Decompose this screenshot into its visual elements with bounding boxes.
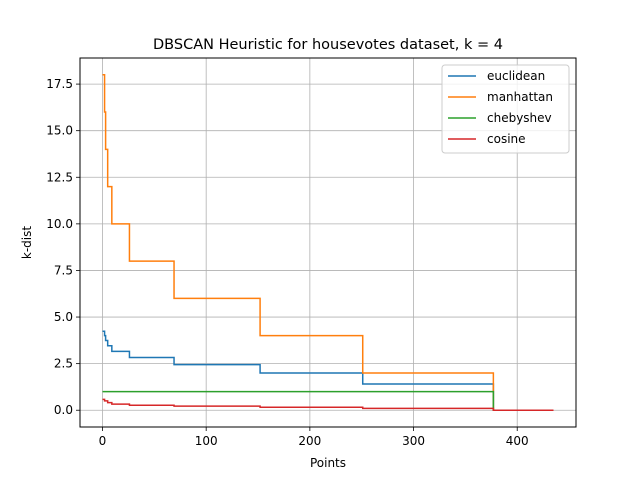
ticks: 0 100 200 300 400 0.0 2.5 5.0 7.5 10.0 12.5 15.0 17.… xyxy=(46,77,528,448)
legend-box xyxy=(441,64,570,154)
x-tick-label: 0 xyxy=(99,434,107,448)
y-tick-label: 7.5 xyxy=(54,263,73,277)
series-line-cosine xyxy=(102,398,554,411)
x-axis-label: Points xyxy=(310,456,346,470)
plot-frame xyxy=(79,57,577,428)
y-tick-label: 10.0 xyxy=(46,217,73,231)
x-tick-label: 400 xyxy=(506,434,529,448)
x-tick-label: 200 xyxy=(298,434,321,448)
y-tick-label: 17.5 xyxy=(46,77,73,91)
x-tick-label: 300 xyxy=(402,434,425,448)
series-lines xyxy=(102,74,554,411)
series-line-manhattan xyxy=(102,74,554,411)
legend-label-euclidean: euclidean xyxy=(487,69,545,83)
x-tick-label: 100 xyxy=(195,434,218,448)
y-tick-label: 12.5 xyxy=(46,170,73,184)
chart-title: DBSCAN Heuristic for housevotes dataset,… xyxy=(153,37,503,53)
y-tick-label: 0.0 xyxy=(54,403,73,417)
legend-label-cosine: cosine xyxy=(487,132,526,146)
series-line-euclidean xyxy=(102,330,554,411)
grid xyxy=(80,58,576,427)
legend-label-manhattan: manhattan xyxy=(487,90,553,104)
y-axis-label: k-dist xyxy=(20,226,34,259)
y-tick-label: 2.5 xyxy=(54,357,73,371)
y-tick-label: 5.0 xyxy=(54,310,73,324)
legend: euclidean manhattan chebyshev cosine xyxy=(441,64,570,154)
y-tick-label: 15.0 xyxy=(46,124,73,138)
legend-label-chebyshev: chebyshev xyxy=(487,111,552,125)
